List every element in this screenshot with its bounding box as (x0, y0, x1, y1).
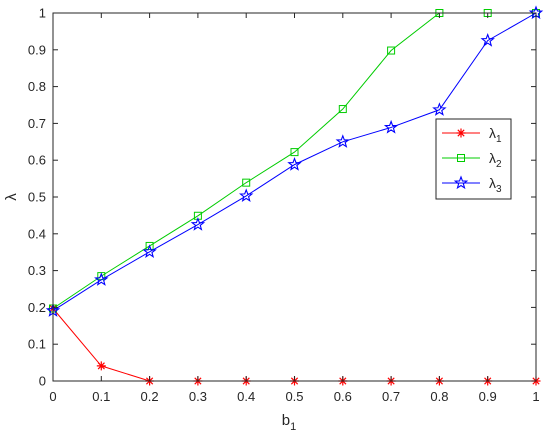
x-tick-label: 0.4 (237, 389, 255, 404)
legend-entry-3: λ3 (442, 175, 502, 195)
data-point (142, 244, 157, 258)
legend-entry-1: λ1 (442, 125, 502, 145)
data-point (96, 361, 106, 371)
y-tick-label: 0.4 (28, 226, 46, 241)
x-tick-label: 0.7 (382, 389, 400, 404)
legend-label: λ3 (489, 175, 502, 195)
y-tick-label: 1 (39, 6, 46, 21)
legend-entry-2: λ2 (442, 150, 502, 170)
data-point (190, 217, 206, 231)
data-point (387, 46, 396, 55)
x-axis-label: b1 (282, 412, 296, 433)
data-point (145, 241, 154, 250)
y-tick-label: 0.7 (28, 116, 46, 131)
y-tick-label: 0.6 (28, 153, 46, 168)
x-tick-label: 1 (532, 389, 539, 404)
x-tick-label: 0.6 (334, 389, 352, 404)
legend-label: λ1 (489, 125, 502, 145)
axis-ticks: 0 0.1 0.2 0.3 0.4 0.5 0.6 0.7 0.8 0.9 1 0 0.1 0.2 0.3 0… (28, 6, 540, 405)
data-point (290, 148, 299, 157)
data-point (242, 178, 251, 187)
data-point (432, 102, 447, 116)
legend-marker (457, 154, 465, 162)
y-tick-label: 0.5 (28, 190, 46, 205)
legend-marker (456, 128, 466, 138)
data-point (480, 33, 495, 47)
data-point (287, 157, 302, 171)
y-axis-label: λ (3, 193, 20, 201)
y-tick-label: 0.1 (28, 337, 46, 352)
x-tick-label: 0.3 (189, 389, 207, 404)
x-tick-label: 0.2 (141, 389, 159, 404)
data-point (338, 105, 347, 114)
y-tick-label: 0.2 (28, 300, 46, 315)
x-tick-label: 0.5 (285, 389, 303, 404)
x-tick-label: 0.1 (92, 389, 110, 404)
x-tick-label: 0.8 (430, 389, 448, 404)
legend: λ1 λ2 λ3 (435, 118, 512, 200)
y-tick-label: 0 (39, 374, 46, 389)
legend-label: λ2 (489, 150, 502, 170)
data-point (335, 134, 351, 148)
y-tick-label: 0.8 (28, 79, 46, 94)
x-tick-label: 0 (49, 389, 56, 404)
legend-marker (453, 175, 469, 190)
y-tick-label: 0.9 (28, 42, 46, 57)
x-tick-label: 0.9 (479, 389, 497, 404)
data-point (238, 188, 254, 203)
legend-box (435, 118, 512, 200)
y-tick-label: 0.3 (28, 263, 46, 278)
series-line (52, 12, 537, 312)
data-point (94, 272, 109, 286)
data-point (383, 119, 399, 134)
